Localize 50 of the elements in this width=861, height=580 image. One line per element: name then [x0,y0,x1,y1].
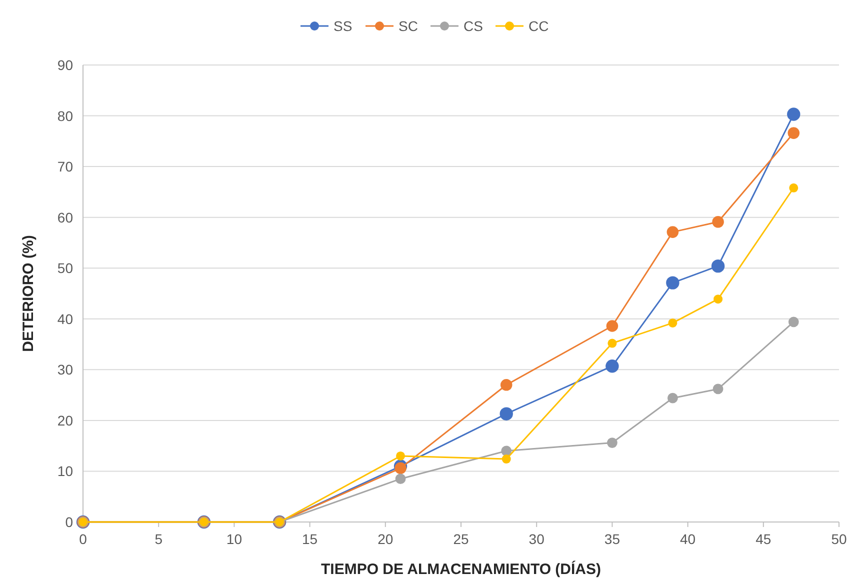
x-tick-label: 25 [453,531,469,547]
point [712,216,724,228]
legend-label: CS [464,18,483,34]
point [788,316,799,328]
point [606,360,619,373]
point [606,320,618,332]
y-tick-label: 40 [57,310,74,327]
point [714,294,723,304]
point [502,454,511,464]
point [666,276,680,290]
y-tick-label: 70 [57,158,74,175]
legend-label: SS [334,18,352,34]
y-tick-label: 20 [57,412,74,428]
point [608,338,617,348]
point [789,183,798,192]
point [394,462,406,474]
x-axis-title: TIEMPO DE ALMACENAMIENTO (DÍAS) [321,560,601,578]
y-tick-label: 50 [57,260,74,276]
point [711,259,725,273]
y-axis-title: DETERIORO (%) [20,235,37,352]
x-tick-label: 0 [79,531,88,547]
y-tick-label: 60 [57,209,74,226]
point [396,451,406,460]
x-tick-label: 5 [154,531,163,547]
y-tick-label: 0 [65,514,74,530]
y-tick-label: 90 [57,57,74,73]
x-tick-label: 40 [680,531,696,547]
point [712,384,724,394]
point [668,318,678,328]
y-tick-label: 10 [57,463,74,480]
x-tick-label: 20 [378,531,394,547]
point [501,446,512,456]
point [500,379,512,391]
y-tick-label: 80 [57,108,74,124]
y-tick-label: 30 [57,362,74,378]
point [787,108,800,121]
x-tick-label: 50 [831,531,847,547]
point [607,438,618,448]
point [666,226,679,238]
point [500,407,513,420]
x-tick-label: 35 [604,531,620,547]
point [788,127,800,139]
x-tick-label: 30 [528,531,545,547]
legend-label: SC [398,18,418,34]
x-tick-label: 15 [302,531,318,547]
x-tick-label: 45 [756,531,772,547]
point [395,474,406,484]
point [667,392,678,404]
legend-label: CC [528,18,549,34]
x-tick-label: 10 [226,531,242,547]
